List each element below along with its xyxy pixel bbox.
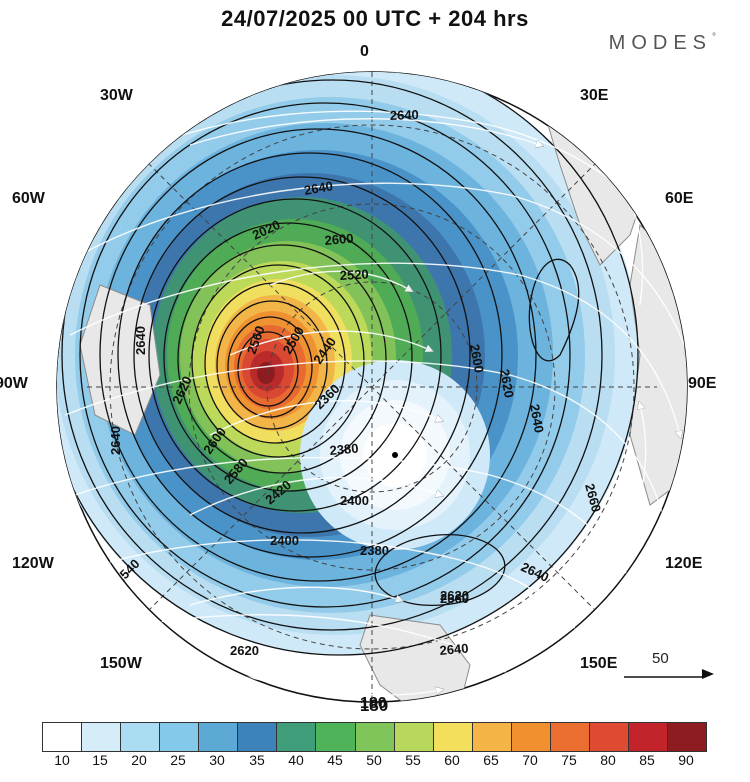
colorbar-swatches [42,722,707,752]
svg-text:2640: 2640 [108,426,123,455]
wind-reference-value: 50 [652,650,732,667]
colorbar-swatch-5 [238,723,277,751]
svg-text:2620: 2620 [230,643,259,658]
direction-label-top: 0 [360,43,369,61]
direction-label-top-left: 30W [100,87,133,105]
colorbar-swatch-15 [629,723,668,751]
svg-text:2640: 2640 [133,326,148,355]
colorbar-swatch-6 [277,723,316,751]
colorbar-tick-labels: 10 15 20 25 30 35 40 45 50 55 60 65 70 7… [42,752,707,770]
modes-logo: MODES° [609,32,722,55]
svg-text:2400: 2400 [270,533,299,548]
pole-marker-dot [392,452,398,458]
direction-label-left-3: 120W [12,555,54,573]
colorbar-swatch-8 [356,723,395,751]
colorbar-180-label: 180 [360,696,388,716]
colorbar-swatch-13 [551,723,590,751]
colorbar-swatch-9 [395,723,434,751]
direction-label-bottom-left: 150W [100,655,142,673]
colorbar-swatch-7 [316,723,355,751]
direction-label-left-2: 90W [0,375,28,393]
colorbar-swatch-14 [590,723,629,751]
modes-polar-chart: 24/07/2025 00 UTC + 204 hrs MODES° [0,0,750,782]
svg-text:2640: 2640 [439,641,469,658]
colorbar-swatch-3 [160,723,199,751]
direction-label-right-1: 60E [665,190,693,208]
direction-label-right-3: 120E [665,555,702,573]
direction-label-top-right: 30E [580,87,608,105]
direction-label-bottom-right: 150E [580,655,617,673]
svg-text:2380: 2380 [360,543,389,558]
colorbar-swatch-2 [121,723,160,751]
colorbar-swatch-12 [512,723,551,751]
colorbar-container[interactable]: 180 10 15 20 25 30 35 40 [42,722,707,770]
svg-text:2620: 2620 [440,588,469,603]
direction-label-left-1: 60W [12,190,45,208]
svg-text:2520: 2520 [339,267,369,283]
direction-label-right-2: 90E [688,375,716,393]
colorbar-swatch-11 [473,723,512,751]
wind-reference-arrow-group: 50 [622,650,732,686]
colorbar-swatch-1 [82,723,121,751]
colorbar-swatch-4 [199,723,238,751]
colorbar-swatch-10 [434,723,473,751]
svg-text:2400: 2400 [340,493,369,508]
chart-title: 24/07/2025 00 UTC + 204 hrs [0,6,750,32]
colorbar-swatch-16 [668,723,706,751]
colorbar-swatch-0 [43,723,82,751]
svg-text:2640: 2640 [390,107,419,123]
svg-text:2600: 2600 [324,231,354,248]
svg-text:2380: 2380 [329,441,359,458]
polar-plot-area[interactable]: 2640 2020 2600 2520 2640 2620 2600 2580 … [40,55,705,720]
